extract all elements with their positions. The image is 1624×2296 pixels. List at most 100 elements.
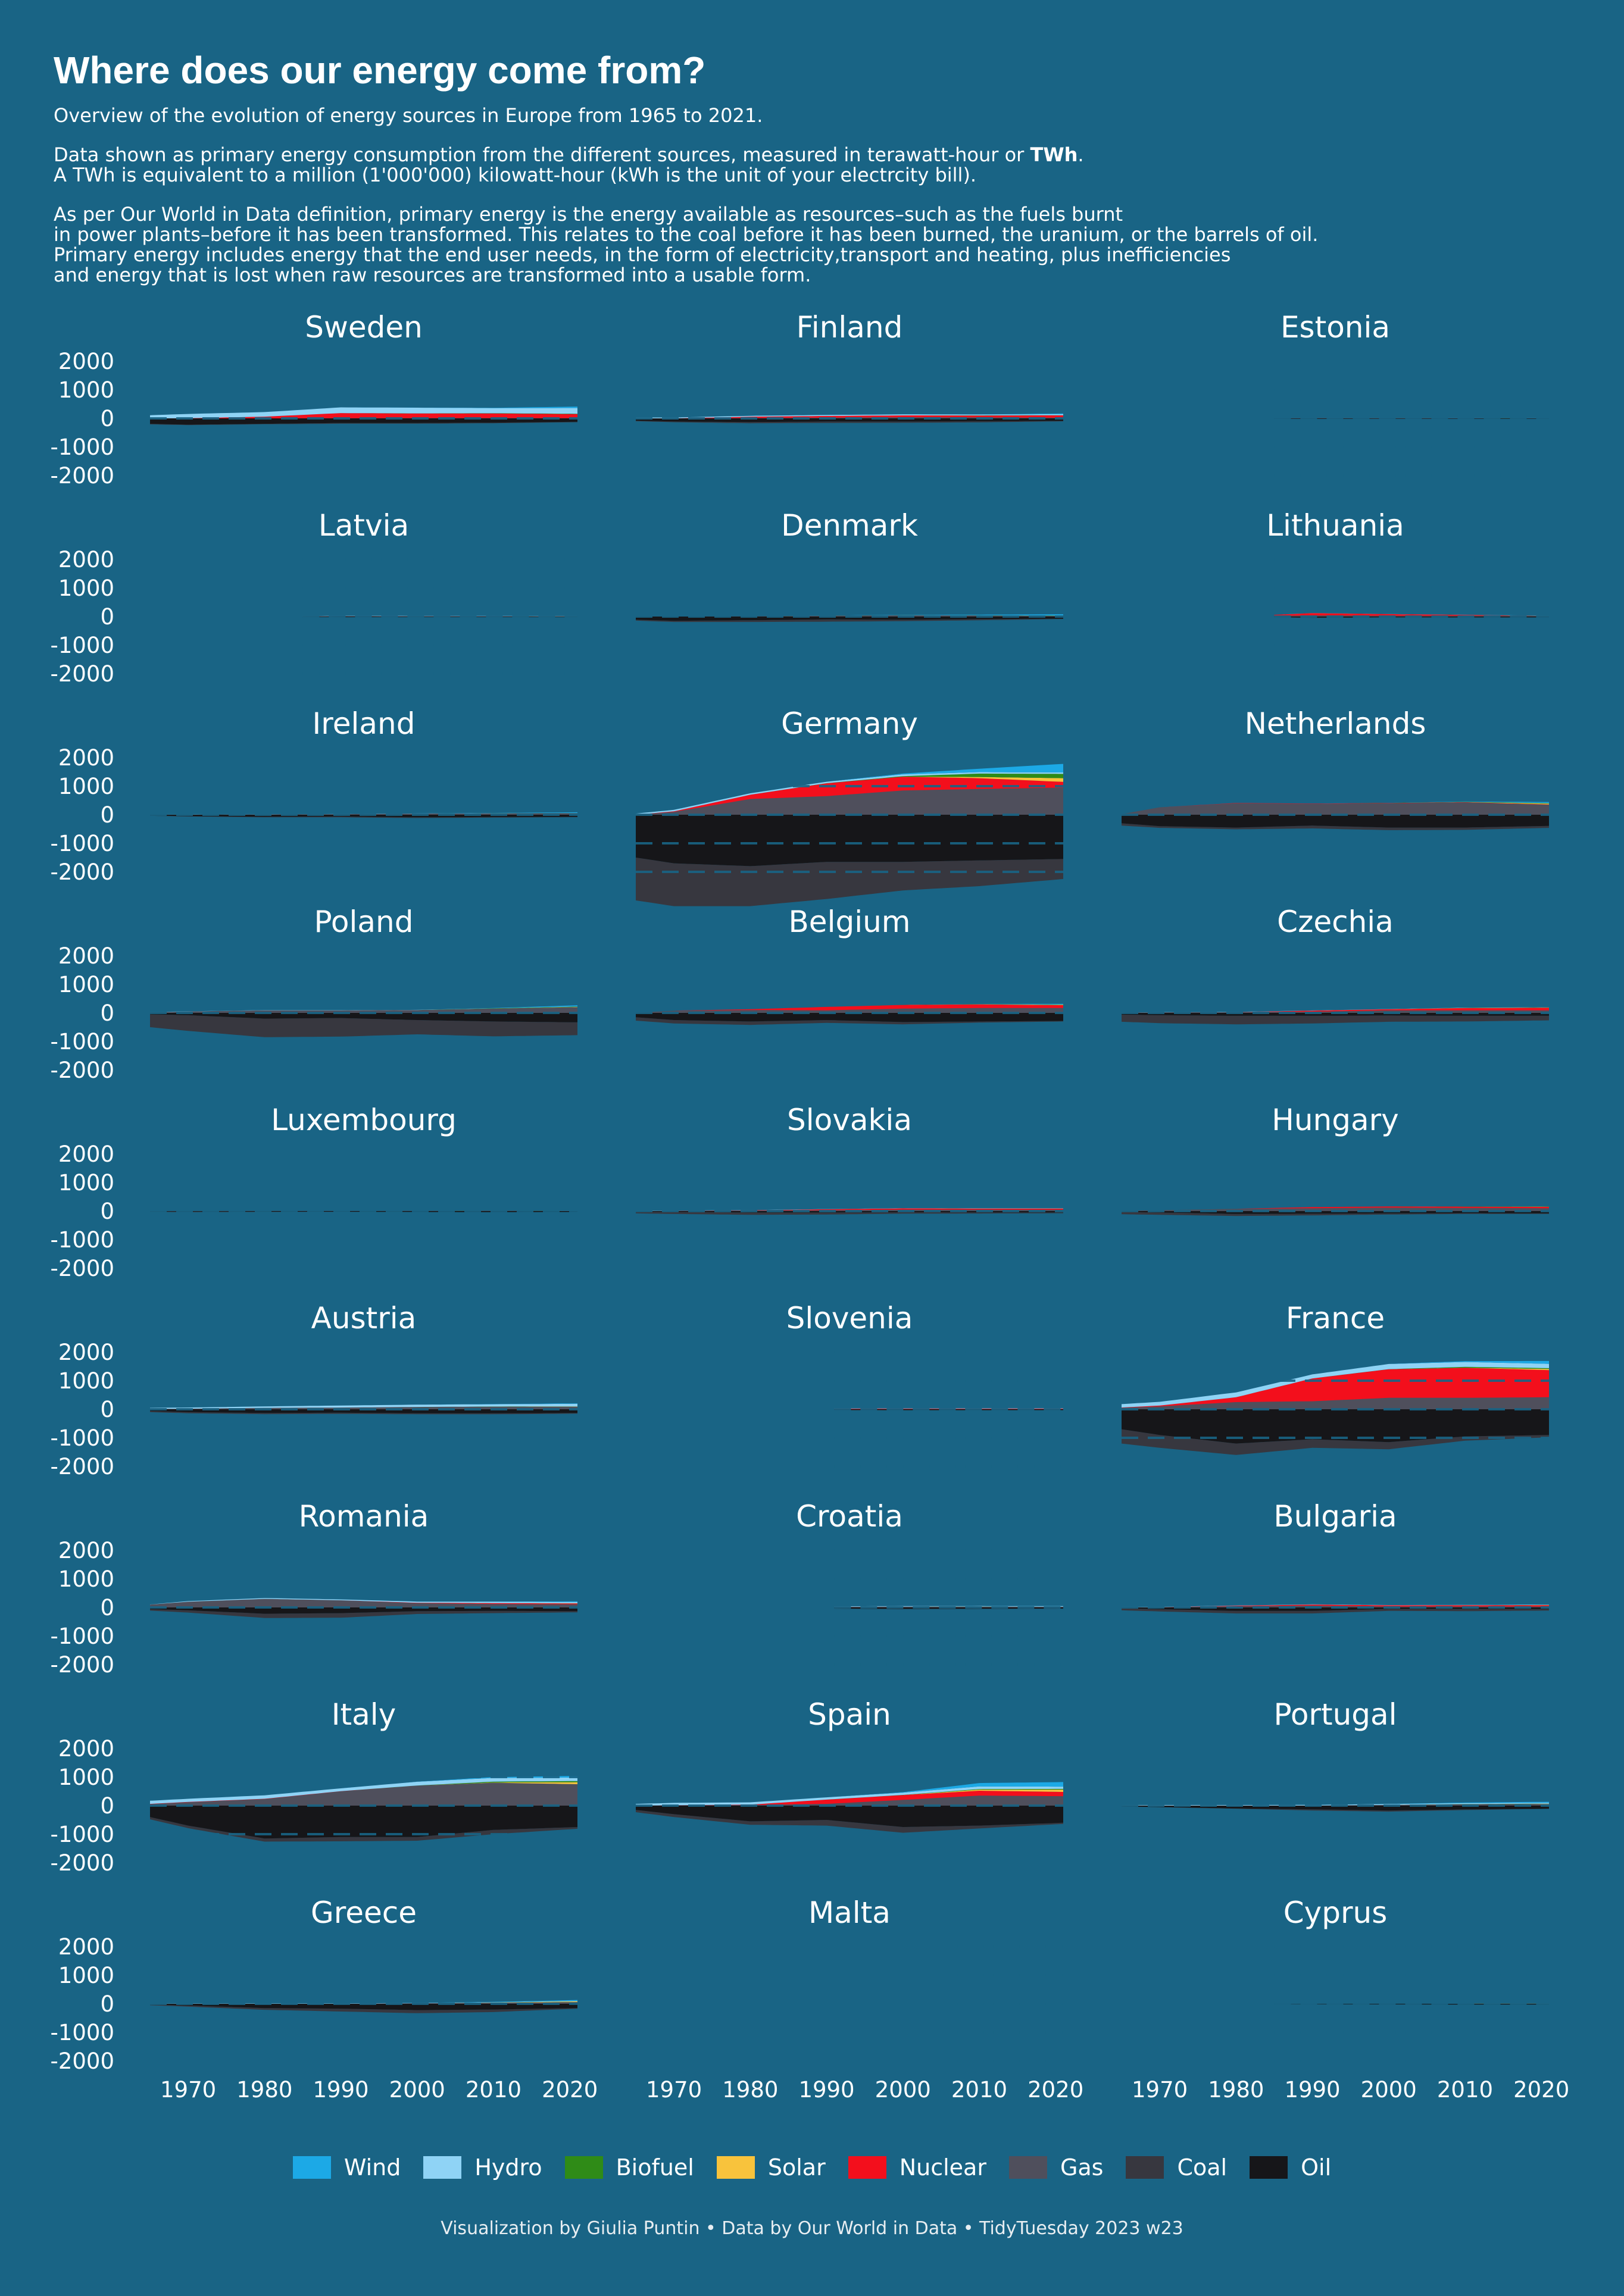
y-tick-label: 1000 [58,1170,114,1196]
panel-title: Lithuania [1266,508,1404,543]
area-oil [636,1013,1063,1022]
panel-title: Slovenia [786,1301,913,1335]
area-hydro [636,772,1063,815]
panel-italy: Italy 2000 1000 0 -1000 -2000 [50,1697,577,1876]
legend: Wind Hydro Biofuel Solar Nuclear Gas Coal Oil [0,2154,1624,2181]
area-gas [636,787,1063,815]
y-tick-label: -2000 [50,1454,114,1479]
area-oil [1122,815,1549,828]
panel-title: Luxembourg [271,1103,457,1137]
panel-title: Romania [299,1499,429,1534]
area-coal [1122,1608,1549,1614]
area-biofuel [150,413,577,418]
area-hydro [1122,1362,1549,1408]
y-tick-label: 2000 [58,1538,114,1563]
panel-malta: Malta 1970 1980 1990 2000 2010 2020 [646,1895,1083,2103]
area-wind [150,1403,577,1408]
area-biofuel [150,813,577,815]
area-wind [636,764,1063,814]
y-tick-label: 2000 [58,1934,114,1960]
area-oil [1122,1806,1549,1811]
area-solar [1122,1804,1549,1806]
legend-item-nuclear: Nuclear [848,2154,986,2181]
legend-swatch [1008,2156,1047,2179]
panel-title: Spain [808,1697,891,1732]
y-tick-label: 2000 [58,1736,114,1762]
panel-estonia: Estonia [1274,310,1549,477]
x-tick-label: 2010 [466,2077,521,2103]
legend-label: Wind [343,2154,401,2181]
footer-credits: Visualization by Giulia Puntin • Data by… [441,2218,1183,2239]
y-tick-label: 1000 [58,1368,114,1394]
panel-title: Portugal [1273,1697,1397,1732]
panel-title: Croatia [796,1499,903,1534]
area-gas [150,1599,577,1607]
subtitle-line-2: Data shown as primary energy consumption… [54,145,1572,165]
area-oil [636,815,1063,867]
area-nuclear [636,1791,1063,1806]
y-tick-label: -2000 [50,1256,114,1281]
definition-line-4: and energy that is lost when raw resourc… [54,263,811,286]
panel-title: Latvia [318,508,409,543]
y-tick-label: -2000 [50,2048,114,2074]
x-tick-label: 2020 [1513,2077,1569,2103]
legend-item-gas: Gas [1008,2154,1103,2181]
area-gas [636,1795,1063,1806]
area-oil [636,1806,1063,1827]
legend-swatch [1250,2156,1288,2179]
y-tick-label: 0 [100,1595,114,1621]
panel-title: Czechia [1277,905,1394,939]
area-hydro [1122,1604,1549,1607]
legend-item-coal: Coal [1126,2154,1227,2181]
legend-item-biofuel: Biofuel [564,2154,694,2181]
panel-belgium: Belgium [636,905,1063,1071]
y-tick-label: 0 [100,1991,114,2017]
area-biofuel [150,1210,577,1211]
area-coal [1122,1212,1549,1216]
panel-title: Cyprus [1283,1895,1388,1930]
area-nuclear [1122,1368,1549,1408]
area-hydro [150,2001,577,2004]
y-tick-label: 2000 [58,547,114,573]
legend-swatch [423,2156,462,2179]
y-tick-label: 0 [100,802,114,828]
area-hydro [150,1778,577,1804]
y-tick-label: 2000 [58,1340,114,1365]
area-coal [1122,1014,1549,1025]
x-tick-label: 2010 [1437,2077,1493,2103]
y-tick-label: -1000 [50,1624,114,1649]
y-tick-label: 2000 [58,943,114,969]
area-wind [150,406,577,415]
y-tick-label: -2000 [50,1850,114,1876]
panel-portugal: Portugal [1122,1697,1549,1864]
panel-ireland: Ireland 2000 1000 0 -1000 -2000 [50,706,577,885]
area-nuclear [636,1004,1063,1013]
area-nuclear [1274,613,1549,616]
area-coal [150,1609,577,1618]
legend-swatch [292,2156,331,2179]
y-tick-label: 0 [100,1000,114,1026]
legend-label: Solar [767,2154,826,2181]
panel-croatia: Croatia [796,1499,1063,1666]
y-tick-label: -1000 [50,633,114,658]
area-coal [1122,1806,1549,1812]
area-gas [1122,802,1549,815]
legend-label: Hydro [474,2154,542,2181]
panel-title: Denmark [781,508,918,543]
y-tick-label: 0 [100,604,114,630]
panel-poland: Poland 2000 1000 0 -1000 -2000 [50,905,577,1083]
x-tick-label: 2010 [951,2077,1007,2103]
area-gas [1122,1397,1549,1409]
area-nuclear [1122,1206,1549,1211]
legend-label: Biofuel [616,2154,694,2181]
x-tick-label: 1970 [1132,2077,1188,2103]
legend-item-solar: Solar [716,2154,826,2181]
area-nuclear [1122,802,1549,814]
y-tick-label: 2000 [58,745,114,771]
panel-greece: Greece 2000 1000 0 -1000 -2000 1970 1980 1990 200… [50,1895,598,2103]
legend-label: Oil [1301,2154,1332,2181]
y-tick-label: -1000 [50,1822,114,1847]
area-coal [150,2004,577,2013]
area-oil [150,2004,577,2010]
